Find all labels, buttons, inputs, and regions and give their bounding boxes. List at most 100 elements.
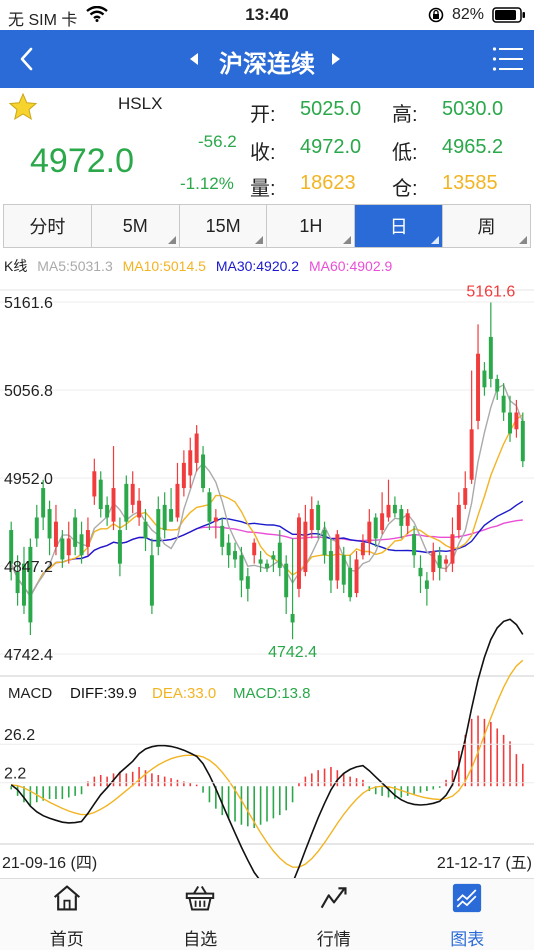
candle-body: [117, 530, 122, 564]
tab-home[interactable]: 首页: [0, 879, 134, 950]
symbol-code: HSLX: [118, 94, 163, 113]
tab-home-label: 首页: [49, 930, 84, 949]
candle-body: [380, 513, 385, 531]
tab-weekly[interactable]: 周: [443, 205, 530, 247]
candle-body: [284, 563, 289, 598]
favorite-star-icon[interactable]: [8, 92, 38, 122]
open-interest-label: 仓:: [392, 178, 418, 200]
candle-body: [28, 546, 33, 623]
menu-icon[interactable]: [492, 46, 524, 72]
candle-body: [386, 504, 391, 518]
tab-label: 1H: [299, 215, 323, 236]
ma10-line: [10, 414, 524, 598]
candle-body: [520, 420, 525, 462]
candle-body: [233, 551, 238, 560]
candle-body: [252, 542, 257, 556]
candle-body: [348, 567, 353, 598]
candle-body: [181, 462, 186, 489]
battery-percent: 82%: [452, 6, 485, 23]
candle-body: [424, 580, 429, 589]
back-arrow-icon[interactable]: [14, 44, 38, 74]
candle-body: [354, 559, 359, 594]
candle-body: [53, 521, 58, 547]
tab-watchlist[interactable]: 自选: [134, 879, 268, 950]
price-tick-label: 4847.2: [4, 559, 53, 576]
price-axis-labels: 5161.6 5056.8 4952.0 4847.2 4742.4: [4, 295, 53, 664]
corner-indicator-icon: [518, 236, 527, 244]
tab-daily[interactable]: 日: [355, 205, 444, 247]
kline-label: K线: [4, 258, 28, 274]
candle-body: [482, 370, 487, 388]
candle-body: [22, 563, 26, 606]
candle-body: [367, 521, 372, 543]
candle-body: [456, 504, 461, 531]
candle-body: [149, 555, 154, 606]
candle-body: [130, 483, 135, 505]
candle-body: [105, 504, 110, 518]
corner-indicator-icon: [167, 236, 176, 244]
volume-label: 量:: [250, 178, 276, 200]
corner-indicator-icon: [431, 236, 440, 244]
tab-market[interactable]: 行情: [267, 879, 401, 950]
candle-body: [213, 517, 218, 522]
macd-title: MACD: [8, 685, 52, 702]
candle-body: [73, 517, 78, 547]
price-tick-label: 5161.6: [4, 295, 53, 312]
candle-body: [514, 412, 519, 430]
tab-5m[interactable]: 5M: [91, 205, 180, 247]
close-label: 收:: [250, 142, 276, 164]
kline-chart[interactable]: 5161.6 5056.8 4952.0 4847.2 4742.4 5161.6 47…: [0, 278, 534, 878]
candle-body: [418, 567, 423, 577]
tab-intraday[interactable]: 分时: [4, 205, 92, 247]
candle-body: [316, 504, 321, 531]
battery-icon: [492, 7, 525, 23]
candle-body: [124, 483, 129, 522]
candle-body: [66, 538, 71, 556]
last-price: 4972.0: [30, 142, 134, 180]
candle-body: [143, 521, 148, 539]
candle-body: [309, 509, 314, 531]
ma5-label: MA5:5031.3: [37, 258, 113, 274]
candle-body: [175, 483, 180, 518]
diff-line: [10, 618, 524, 878]
candle-body: [85, 530, 90, 547]
page-title[interactable]: 沪深连续: [219, 51, 315, 78]
tab-1h[interactable]: 1H: [267, 205, 356, 247]
candle-body: [501, 395, 506, 413]
volume-value: 18623: [300, 172, 356, 194]
open-label: 开:: [250, 104, 276, 126]
rotation-lock-icon: [428, 7, 444, 23]
candle-body: [265, 563, 269, 568]
period-tabs: 分时 5M 15M 1H 日 周: [3, 204, 531, 248]
basket-icon: [186, 886, 215, 911]
quote-panel: HSLX 4972.0 -56.2 -1.12% 开: 5025.0 高: 50…: [0, 88, 534, 200]
candle-body: [341, 555, 346, 585]
candle-body: [488, 336, 493, 379]
open-value: 5025.0: [300, 98, 362, 120]
candle-body: [239, 555, 244, 581]
candle-body: [162, 504, 167, 531]
candle-body: [188, 450, 193, 476]
macd-chart: [10, 618, 524, 878]
tab-label: 5M: [122, 215, 148, 236]
price-tick-label: 4742.4: [4, 647, 53, 664]
candle-body: [303, 521, 308, 573]
macd-value: MACD:13.8: [233, 685, 311, 702]
previous-contract-icon[interactable]: [188, 52, 200, 66]
next-contract-icon[interactable]: [330, 52, 342, 66]
candle-body: [47, 509, 52, 539]
x-end-date: 21-12-17 (五): [437, 855, 532, 872]
tab-chart[interactable]: 图表: [401, 879, 534, 950]
ma60-label: MA60:4902.9: [309, 258, 393, 274]
open-interest-value: 13585: [442, 172, 498, 194]
candle-body: [450, 534, 455, 564]
candle-body: [469, 429, 474, 480]
tab-label: 分时: [29, 217, 66, 237]
dea-line: [11, 659, 524, 868]
candle-body: [322, 530, 327, 556]
nav-bar: 沪深连续: [0, 30, 534, 88]
candle-body: [360, 542, 365, 556]
tab-15m[interactable]: 15M: [179, 205, 268, 247]
candle-body: [41, 488, 46, 518]
ma-legend: K线 MA5:5031.3 MA10:5014.5 MA30:4920.2 MA…: [4, 256, 534, 276]
